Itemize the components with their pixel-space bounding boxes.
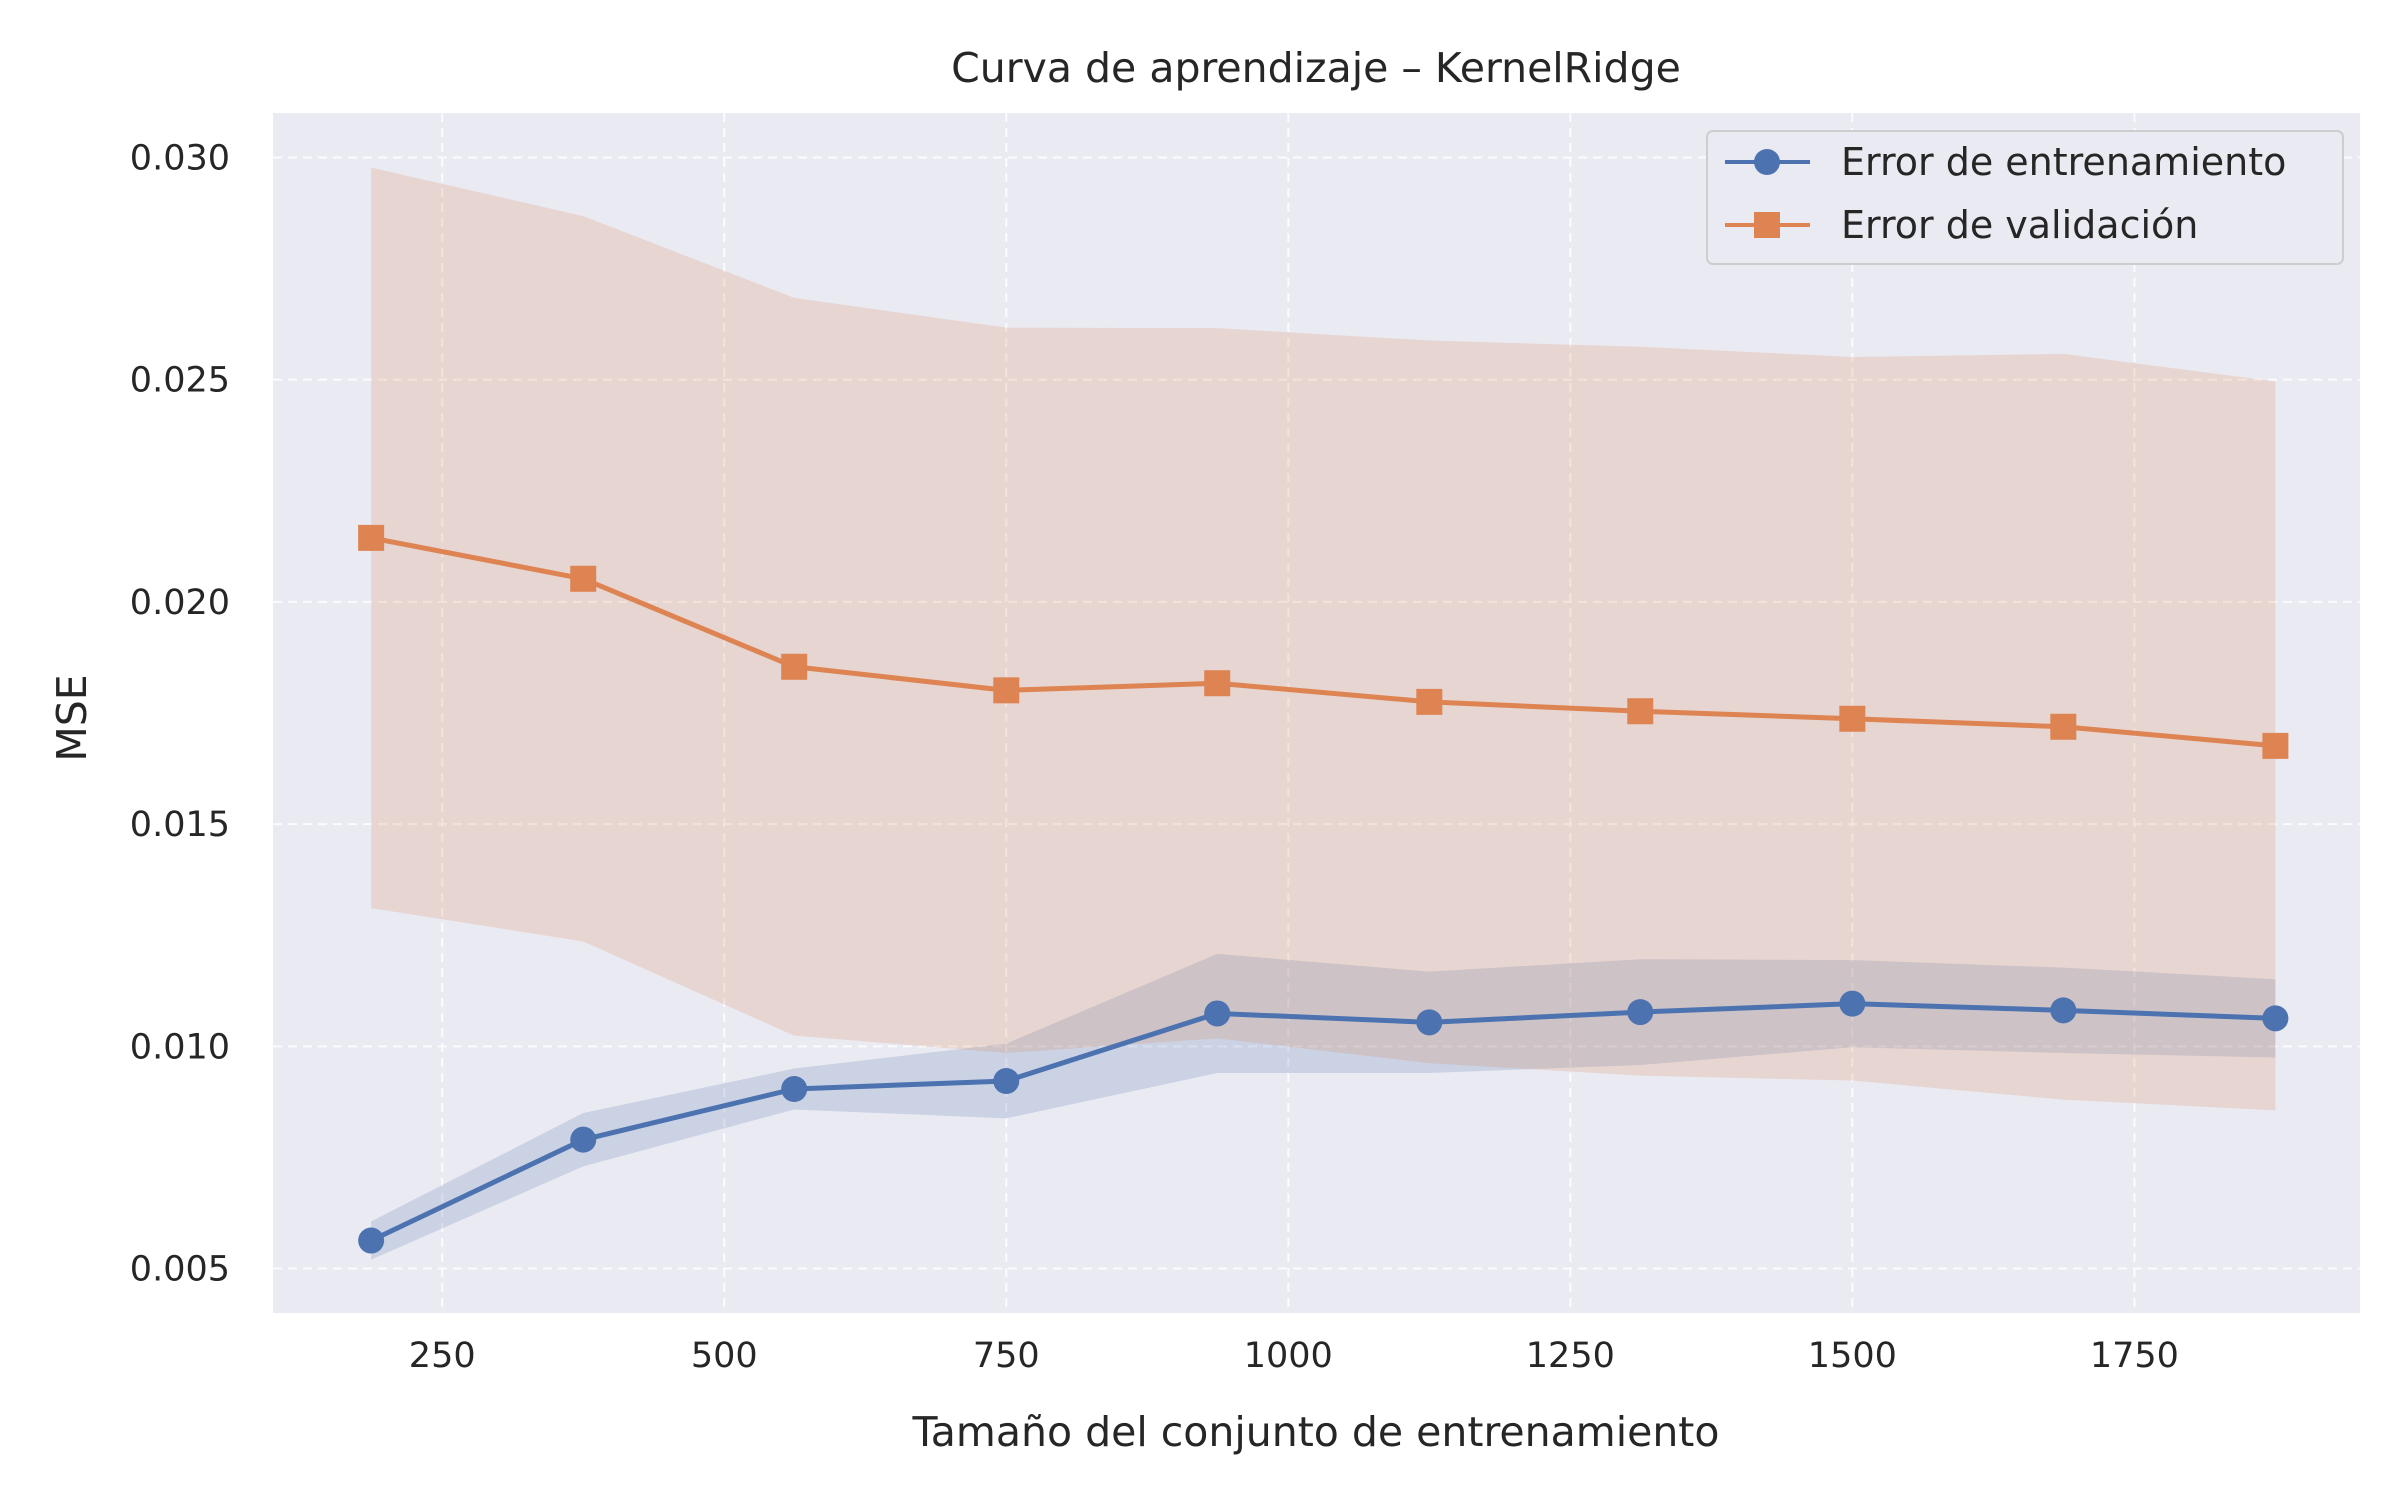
point-train [2050,997,2077,1024]
y-tick-label: 0.025 [130,361,230,401]
y-tick-label: 0.005 [130,1250,230,1290]
y-tick-label: 0.015 [130,805,230,845]
point-validation [570,565,597,592]
legend-marker-validation [1754,212,1780,238]
point-validation [2050,713,2077,740]
y-axis-ticks: 0.005 0.010 0.015 0.020 0.025 0.030 [130,138,230,1289]
point-validation [1627,698,1654,725]
chart-title: Curva de aprendizaje – KernelRidge [951,44,1681,92]
plot-area [273,113,2360,1313]
x-tick-label: 1500 [1808,1336,1897,1376]
grid [273,113,2360,1313]
series-lines [368,535,2278,1244]
confidence-bands [371,167,2276,1260]
line-train [368,1001,2278,1244]
y-axis-title: MSE [48,674,96,761]
point-validation [781,653,808,680]
legend-label-validation: Error de validación [1841,203,2198,247]
point-validation [993,677,1020,704]
x-tick-label: 750 [973,1336,1040,1376]
x-tick-label: 500 [691,1336,758,1376]
point-train [1204,1000,1231,1027]
x-axis-title: Tamaño del conjunto de entrenamiento [912,1408,1720,1456]
band-train [371,953,2276,1260]
point-validation [1839,705,1866,732]
series-markers [358,524,2289,1254]
legend-label-train: Error de entrenamiento [1841,140,2286,184]
y-tick-label: 0.020 [130,583,230,623]
x-axis-ticks: 250 500 750 1000 1250 1500 1750 [409,1336,2179,1376]
y-tick-label: 0.030 [130,138,230,178]
legend-marker-train [1754,149,1780,175]
band-validation [371,167,2276,1111]
point-train [993,1068,1020,1094]
point-train [1416,1009,1443,1036]
point-train [1839,990,1866,1017]
point-train [358,1227,385,1254]
line-validation [368,535,2278,749]
x-tick-label: 250 [409,1336,476,1376]
legend-frame [1706,130,2344,265]
legend: Error de entrenamiento Error de validaci… [1706,130,2344,265]
point-validation [1416,688,1443,715]
point-train [781,1076,808,1102]
point-train [1627,999,1654,1026]
x-tick-label: 1250 [1526,1336,1615,1376]
point-validation [2262,732,2289,759]
point-validation [358,524,385,551]
y-tick-label: 0.010 [130,1027,230,1067]
x-tick-label: 1750 [2090,1336,2179,1376]
point-validation [1204,670,1231,697]
x-tick-label: 1000 [1244,1336,1333,1376]
point-train [570,1126,597,1153]
point-train [2262,1005,2289,1032]
